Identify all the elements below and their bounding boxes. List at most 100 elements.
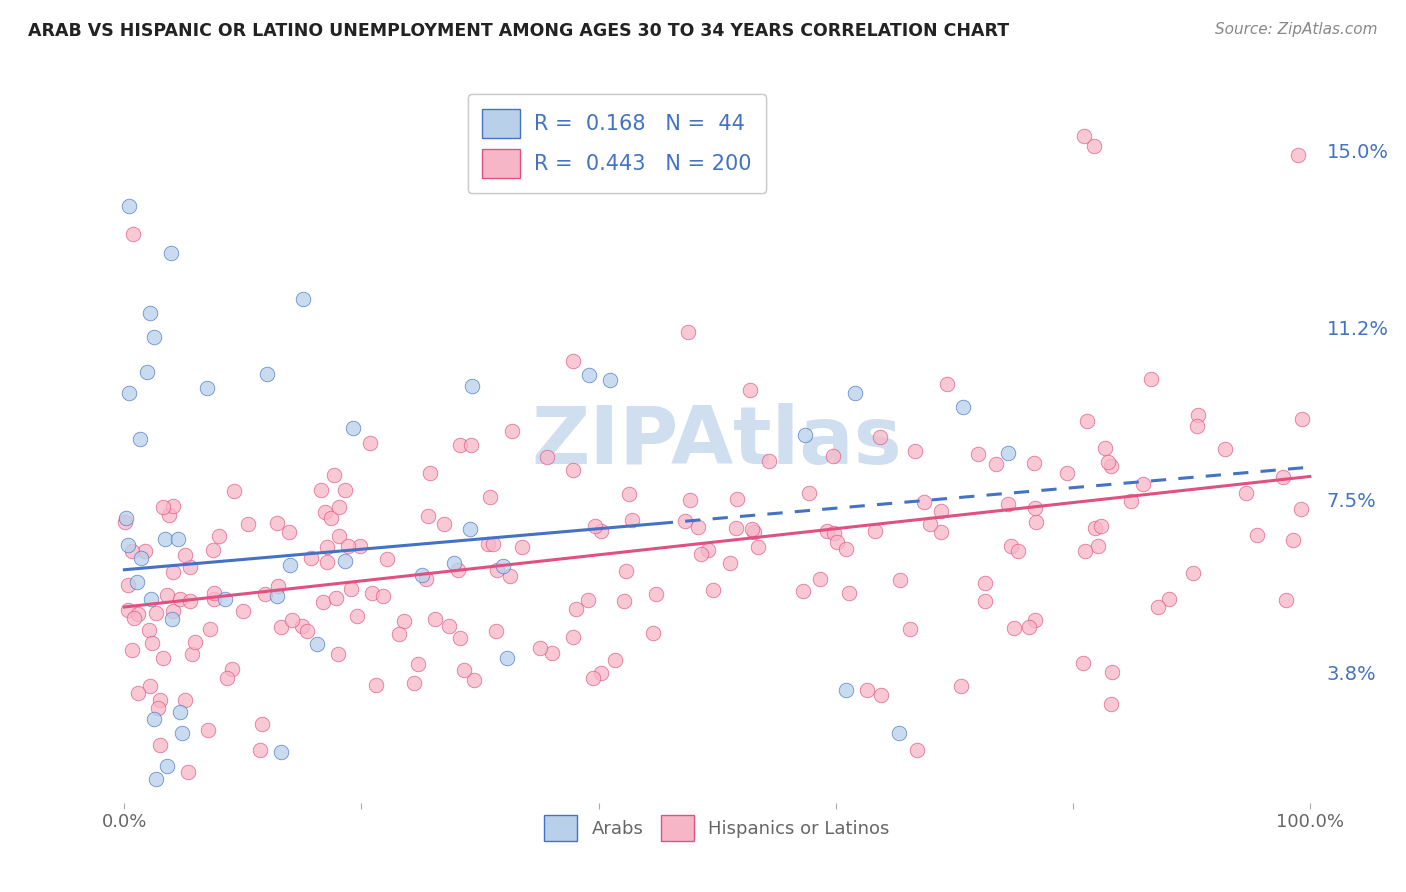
Point — [869, 429, 891, 443]
Point — [1094, 441, 1116, 455]
Point — [889, 574, 911, 588]
Point — [690, 547, 713, 561]
Point — [540, 646, 562, 660]
Point — [838, 586, 860, 600]
Point — [125, 575, 148, 590]
Point — [952, 400, 974, 414]
Point — [419, 466, 441, 480]
Point — [337, 539, 360, 553]
Point — [966, 447, 988, 461]
Point — [1056, 466, 1078, 480]
Point — [1157, 591, 1180, 606]
Point — [437, 619, 460, 633]
Point — [326, 648, 349, 662]
Point — [1282, 533, 1305, 548]
Point — [825, 534, 848, 549]
Point — [792, 583, 814, 598]
Point — [114, 515, 136, 529]
Point — [823, 450, 845, 464]
Point — [589, 524, 612, 538]
Point — [433, 517, 456, 532]
Point — [138, 679, 160, 693]
Point — [823, 525, 845, 540]
Point — [1025, 515, 1047, 529]
Point — [177, 764, 200, 779]
Point — [834, 541, 856, 556]
Point — [817, 524, 839, 538]
Point — [236, 516, 259, 531]
Point — [1246, 528, 1268, 542]
Point — [322, 468, 344, 483]
Point — [346, 609, 368, 624]
Point — [221, 662, 243, 676]
Point — [835, 682, 858, 697]
Point — [1215, 442, 1237, 457]
Point — [281, 613, 304, 627]
Point — [297, 624, 319, 638]
Point — [143, 329, 166, 343]
Point — [180, 647, 202, 661]
Point — [321, 511, 343, 525]
Point — [145, 607, 167, 621]
Point — [402, 675, 425, 690]
Point — [582, 671, 605, 685]
Point — [612, 594, 634, 608]
Point — [145, 772, 167, 787]
Point — [195, 381, 218, 395]
Point — [808, 572, 831, 586]
Point — [673, 514, 696, 528]
Point — [1272, 469, 1295, 483]
Point — [889, 726, 911, 740]
Point — [974, 594, 997, 608]
Point — [197, 723, 219, 737]
Point — [929, 524, 952, 539]
Point — [1099, 458, 1122, 473]
Point — [254, 587, 277, 601]
Point — [148, 700, 170, 714]
Point — [184, 634, 207, 648]
Point — [423, 612, 446, 626]
Point — [309, 483, 332, 497]
Point — [214, 591, 236, 606]
Point — [335, 554, 357, 568]
Point — [179, 560, 201, 574]
Point — [870, 688, 893, 702]
Point — [1024, 456, 1046, 470]
Point — [742, 525, 765, 540]
Point — [267, 578, 290, 592]
Point — [997, 497, 1019, 511]
Point — [676, 325, 699, 339]
Point — [149, 693, 172, 707]
Point — [724, 521, 747, 535]
Point — [266, 516, 288, 530]
Point — [447, 563, 470, 577]
Point — [121, 643, 143, 657]
Point — [134, 544, 156, 558]
Point — [174, 548, 197, 562]
Point — [496, 650, 519, 665]
Point — [361, 585, 384, 599]
Point — [162, 565, 184, 579]
Point — [905, 742, 928, 756]
Point — [974, 575, 997, 590]
Point — [129, 432, 152, 446]
Point — [865, 524, 887, 538]
Point — [124, 611, 146, 625]
Point — [222, 484, 245, 499]
Point — [174, 693, 197, 707]
Point — [1018, 620, 1040, 634]
Point — [117, 538, 139, 552]
Point — [316, 541, 339, 555]
Point — [179, 594, 201, 608]
Point — [718, 557, 741, 571]
Text: ARAB VS HISPANIC OR LATINO UNEMPLOYMENT AMONG AGES 30 TO 34 YEARS CORRELATION CH: ARAB VS HISPANIC OR LATINO UNEMPLOYMENT … — [28, 22, 1010, 40]
Point — [492, 558, 515, 573]
Point — [201, 542, 224, 557]
Point — [1073, 129, 1095, 144]
Point — [463, 673, 485, 688]
Point — [986, 457, 1008, 471]
Point — [314, 505, 336, 519]
Point — [117, 578, 139, 592]
Point — [127, 686, 149, 700]
Point — [162, 500, 184, 514]
